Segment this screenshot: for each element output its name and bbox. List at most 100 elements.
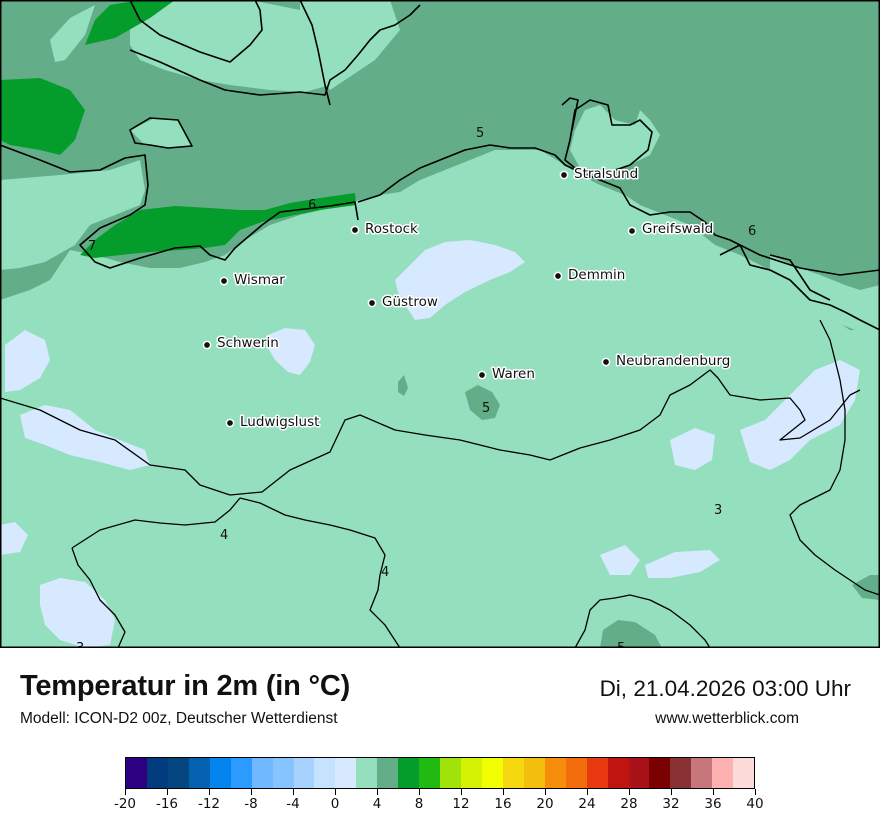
temp-band-0-2-prignitz bbox=[40, 578, 115, 648]
colorbar-tick-label: -8 bbox=[244, 796, 258, 812]
svg-text:Schwerin: Schwerin bbox=[217, 335, 279, 351]
colorbar-segment bbox=[565, 758, 587, 788]
coastlines bbox=[0, 0, 880, 331]
temp-band-0-2-uckermark bbox=[740, 360, 860, 470]
temp-band-0-2-east3 bbox=[645, 550, 720, 578]
colorbar-segment bbox=[272, 758, 294, 788]
island-funen-tip bbox=[50, 5, 95, 62]
colorbar-tick-label: 28 bbox=[620, 796, 638, 812]
colorbar-segment bbox=[314, 758, 336, 788]
svg-text:Rostock: Rostock bbox=[365, 221, 418, 237]
island-usedom bbox=[770, 255, 880, 330]
svg-text:Güstrow: Güstrow bbox=[382, 294, 438, 310]
isoline-label: 3 bbox=[714, 503, 722, 518]
forecast-datetime: Di, 21.04.2026 03:00 Uhr bbox=[599, 676, 851, 701]
isoline-label: 4 bbox=[381, 565, 389, 580]
temp-band-0-2-schwerin bbox=[268, 328, 315, 375]
isoline-label: 6 bbox=[308, 198, 316, 213]
isoline-labels: 5 6 7 6 5 4 4 3 3 5 bbox=[76, 126, 756, 648]
colorbar-segment bbox=[146, 758, 168, 788]
colorbar-tick-label: 32 bbox=[662, 796, 680, 812]
isoline-label: 5 bbox=[482, 401, 490, 416]
colorbar-segment bbox=[293, 758, 315, 788]
city-rostock: Rostock bbox=[350, 220, 420, 239]
temp-band-4-6-patch bbox=[398, 375, 408, 396]
temp-band-0-2-east2 bbox=[600, 545, 640, 575]
colorbar-tick bbox=[628, 789, 630, 795]
colorbar-segment bbox=[733, 758, 755, 788]
city-stralsund: Stralsund bbox=[559, 165, 640, 184]
city-wismar: Wismar bbox=[219, 271, 287, 290]
model-source: Modell: ICON-D2 00z, Deutscher Wetterdie… bbox=[20, 710, 338, 727]
colorbar-tick-label: -16 bbox=[155, 796, 179, 812]
map-frame bbox=[0, 0, 880, 648]
colorbar-tick bbox=[292, 789, 294, 795]
isoline-label: 7 bbox=[88, 239, 96, 254]
svg-text:Wismar: Wismar bbox=[234, 272, 285, 288]
colorbar-segment bbox=[230, 758, 252, 788]
colorbar-segment bbox=[335, 758, 357, 788]
svg-text:Greifswald: Greifswald bbox=[642, 221, 713, 237]
colorbar-tick bbox=[418, 789, 420, 795]
land-holstein bbox=[0, 160, 145, 270]
colorbar-segment bbox=[461, 758, 482, 788]
colorbar-tick bbox=[502, 789, 504, 795]
svg-text:Ludwigslust: Ludwigslust bbox=[240, 414, 319, 430]
city-ludwigslust: Ludwigslust bbox=[225, 413, 321, 432]
website-link[interactable]: www.wetterblick.com bbox=[655, 710, 799, 727]
colorbar-tick bbox=[544, 789, 546, 795]
colorbar-tick bbox=[376, 789, 378, 795]
svg-text:Waren: Waren bbox=[492, 366, 535, 382]
colorbar-segment bbox=[356, 758, 378, 788]
temp-band-0-2-east1 bbox=[670, 428, 715, 470]
svg-text:Neubrandenburg: Neubrandenburg bbox=[616, 353, 730, 369]
colorbar-tick bbox=[334, 789, 336, 795]
colorbar-segment bbox=[419, 758, 441, 788]
island-ruegen bbox=[570, 105, 660, 175]
colorbar-tick-label: 12 bbox=[452, 796, 470, 812]
isoline-label: 5 bbox=[476, 126, 484, 141]
colorbar-tick bbox=[208, 789, 210, 795]
colorbar-tick bbox=[250, 789, 252, 795]
colorbar-tick bbox=[754, 789, 756, 795]
svg-text:Demmin: Demmin bbox=[568, 267, 625, 283]
colorbar-tick bbox=[712, 789, 714, 795]
temp-band-0-2-west bbox=[5, 330, 50, 392]
colorbar-segment bbox=[523, 758, 545, 788]
colorbar-segment bbox=[188, 758, 210, 788]
city-schwerin: Schwerin bbox=[202, 334, 280, 353]
svg-text:Stralsund: Stralsund bbox=[574, 166, 638, 182]
temp-band-0-2-left-edge bbox=[0, 522, 28, 555]
colorbar-segment bbox=[440, 758, 461, 788]
city-guestrow: Güstrow bbox=[367, 293, 439, 312]
colorbar-segment bbox=[209, 758, 231, 788]
colorbar-segment bbox=[481, 758, 503, 788]
colorbar-tick bbox=[586, 789, 588, 795]
isoline-label: 3 bbox=[76, 641, 84, 648]
city-greifswald: Greifswald bbox=[627, 220, 715, 239]
colorbar-segment bbox=[670, 758, 692, 788]
city-demmin: Demmin bbox=[553, 266, 627, 285]
colorbar-segment bbox=[586, 758, 608, 788]
colorbar-segment bbox=[649, 758, 671, 788]
temp-band-6-8-west bbox=[0, 78, 85, 155]
colorbar-segment bbox=[251, 758, 273, 788]
temperature-colorbar bbox=[125, 757, 755, 789]
colorbar-tick-label: 0 bbox=[330, 796, 340, 812]
colorbar-tick-label: -12 bbox=[197, 796, 221, 812]
city-neubrandenburg: Neubrandenburg bbox=[601, 352, 732, 371]
colorbar-tick-label: 24 bbox=[578, 796, 596, 812]
colorbar-segment bbox=[126, 758, 147, 788]
temp-band-4-6-waren bbox=[465, 385, 500, 420]
isoline-label: 6 bbox=[748, 224, 756, 239]
colorbar-tick-label: -4 bbox=[286, 796, 300, 812]
colorbar-tick bbox=[124, 789, 126, 795]
colorbar-tick-label: -20 bbox=[113, 796, 137, 812]
colorbar-tick-label: 8 bbox=[414, 796, 424, 812]
temp-band-0-2-southwest bbox=[20, 405, 150, 470]
admin-borders bbox=[0, 0, 880, 648]
colorbar-tick-label: 16 bbox=[494, 796, 512, 812]
isoline-label: 4 bbox=[220, 528, 228, 543]
temp-band-4-6-south bbox=[600, 620, 662, 648]
colorbar-segment bbox=[544, 758, 566, 788]
